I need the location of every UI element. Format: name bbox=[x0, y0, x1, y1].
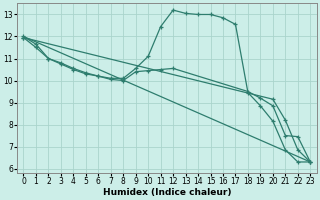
X-axis label: Humidex (Indice chaleur): Humidex (Indice chaleur) bbox=[103, 188, 231, 197]
